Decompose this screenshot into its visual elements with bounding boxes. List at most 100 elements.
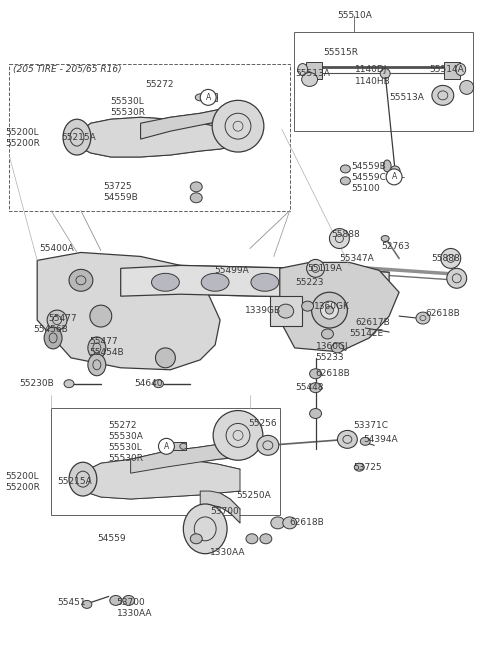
Ellipse shape — [190, 534, 202, 544]
Text: 55233: 55233 — [315, 353, 344, 362]
Text: 55272: 55272 — [109, 421, 137, 430]
Ellipse shape — [271, 517, 285, 529]
Ellipse shape — [381, 236, 389, 242]
Ellipse shape — [212, 100, 264, 152]
Text: 55514A: 55514A — [429, 65, 464, 74]
Ellipse shape — [257, 436, 279, 455]
Text: 54640: 54640 — [134, 379, 163, 388]
Ellipse shape — [416, 312, 430, 324]
Bar — [294, 32, 473, 131]
Text: 55347A: 55347A — [339, 254, 374, 263]
Ellipse shape — [447, 269, 467, 288]
Ellipse shape — [156, 348, 175, 368]
Ellipse shape — [456, 63, 466, 75]
Text: 55200R: 55200R — [5, 139, 40, 148]
Ellipse shape — [63, 119, 91, 155]
Ellipse shape — [301, 301, 313, 311]
Ellipse shape — [44, 327, 62, 349]
Ellipse shape — [180, 444, 187, 449]
Text: 54559B: 54559B — [351, 162, 386, 172]
Text: 55888: 55888 — [431, 254, 460, 263]
Text: A: A — [205, 93, 211, 102]
Ellipse shape — [390, 166, 400, 176]
Text: 55513A: 55513A — [296, 69, 331, 78]
Ellipse shape — [337, 430, 357, 448]
Ellipse shape — [301, 73, 318, 86]
Ellipse shape — [201, 273, 229, 291]
Text: 55200R: 55200R — [5, 482, 40, 492]
Text: 1360GK: 1360GK — [313, 302, 349, 311]
Polygon shape — [141, 108, 230, 139]
Text: 55215A: 55215A — [61, 133, 96, 142]
Ellipse shape — [441, 248, 461, 269]
Polygon shape — [37, 253, 220, 370]
Polygon shape — [280, 263, 399, 352]
Text: 55530R: 55530R — [109, 454, 144, 463]
Ellipse shape — [310, 383, 322, 393]
Ellipse shape — [183, 504, 227, 554]
Ellipse shape — [460, 81, 474, 94]
Ellipse shape — [154, 379, 164, 387]
Polygon shape — [89, 459, 240, 499]
Text: 55230B: 55230B — [19, 379, 54, 388]
Text: 1360GJ: 1360GJ — [315, 343, 348, 351]
Text: 55530L: 55530L — [109, 443, 143, 452]
Text: 55515R: 55515R — [324, 48, 359, 57]
Text: 55256: 55256 — [248, 419, 276, 428]
Text: 62618B: 62618B — [315, 369, 350, 378]
Ellipse shape — [329, 228, 349, 248]
Ellipse shape — [310, 369, 322, 379]
Ellipse shape — [123, 595, 134, 605]
Text: 1330AA: 1330AA — [210, 548, 246, 557]
Text: 55888: 55888 — [332, 230, 360, 239]
Ellipse shape — [310, 409, 322, 418]
Text: 1140HB: 1140HB — [355, 77, 391, 86]
Text: 55454B: 55454B — [89, 348, 123, 357]
Polygon shape — [120, 265, 389, 300]
Ellipse shape — [88, 354, 106, 376]
Bar — [51, 407, 280, 515]
Text: 54559C: 54559C — [351, 174, 386, 182]
Polygon shape — [83, 117, 230, 157]
Text: 55530A: 55530A — [109, 432, 144, 441]
Text: 62618B: 62618B — [290, 518, 324, 527]
Ellipse shape — [332, 343, 343, 353]
Text: A: A — [164, 442, 169, 451]
Text: 54559B: 54559B — [103, 193, 138, 202]
Ellipse shape — [321, 301, 338, 319]
Text: 53700: 53700 — [210, 508, 239, 516]
Bar — [270, 296, 301, 326]
Text: 53725: 53725 — [103, 182, 132, 191]
Text: 55456B: 55456B — [33, 325, 68, 335]
Ellipse shape — [354, 463, 364, 471]
Text: 1140DJ: 1140DJ — [355, 65, 388, 74]
Text: 55400A: 55400A — [39, 244, 74, 253]
Ellipse shape — [88, 337, 106, 359]
Ellipse shape — [69, 462, 97, 496]
Text: 55530L: 55530L — [111, 97, 144, 106]
Text: 53725: 53725 — [353, 463, 382, 472]
Text: 1339GB: 1339GB — [245, 306, 281, 315]
Ellipse shape — [300, 273, 328, 291]
Text: 55530R: 55530R — [111, 108, 146, 117]
Bar — [172, 442, 186, 450]
Ellipse shape — [195, 94, 205, 101]
Text: 55451: 55451 — [57, 598, 86, 607]
Text: 53371C: 53371C — [353, 421, 388, 430]
Ellipse shape — [432, 85, 454, 106]
Text: 55510A: 55510A — [337, 11, 372, 20]
Text: 55200L: 55200L — [5, 472, 39, 480]
Ellipse shape — [340, 165, 350, 173]
Text: 55250A: 55250A — [236, 490, 271, 500]
Text: 55200L: 55200L — [5, 127, 39, 137]
Ellipse shape — [152, 273, 180, 291]
Ellipse shape — [325, 306, 334, 314]
Ellipse shape — [278, 304, 294, 318]
Ellipse shape — [110, 595, 122, 605]
Ellipse shape — [246, 534, 258, 544]
Bar — [306, 61, 322, 79]
Text: 55448: 55448 — [296, 383, 324, 392]
Polygon shape — [131, 444, 240, 473]
Ellipse shape — [260, 534, 272, 544]
Text: 55215A: 55215A — [57, 477, 92, 486]
